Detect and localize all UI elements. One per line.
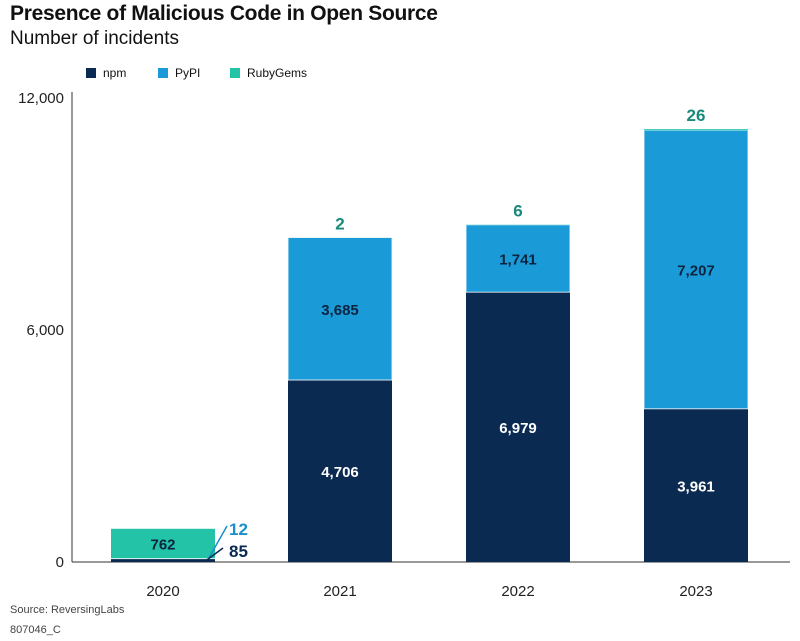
bar-rubygems	[111, 528, 215, 559]
legend-swatch-rubygems	[230, 68, 240, 78]
x-tick-label: 2023	[679, 583, 712, 600]
x-tick-label: 2022	[501, 583, 534, 600]
bar-npm	[466, 292, 570, 562]
legend-label-rubygems: RubyGems	[247, 66, 308, 80]
bar-pypi	[287, 237, 393, 381]
legend-swatch-pypi	[158, 68, 168, 78]
x-tick-label: 2020	[146, 583, 179, 600]
y-tick-label: 12,000	[18, 90, 64, 107]
bar-npm	[111, 558, 215, 562]
data-label-rubygems: 762	[150, 537, 175, 554]
legend-item-npm: npm	[86, 66, 158, 80]
x-tick-label: 2021	[323, 583, 356, 600]
data-label-pypi: 7,207	[677, 263, 715, 280]
source-note: Source: ReversingLabs	[10, 604, 125, 616]
callout-line-npm	[204, 547, 224, 562]
callout-line-pypi	[208, 525, 228, 559]
bar-npm	[288, 380, 392, 562]
data-label-pypi: 1,741	[499, 251, 537, 268]
data-label-npm: 85	[229, 542, 248, 561]
legend-item-rubygems: RubyGems	[230, 66, 330, 80]
bar-npm	[644, 408, 748, 562]
y-tick-label: 0	[56, 554, 64, 571]
data-label-rubygems: 6	[513, 202, 522, 221]
data-label-npm: 3,961	[677, 478, 715, 495]
chart-subtitle: Number of incidents	[10, 28, 179, 49]
data-label-rubygems: 2	[335, 214, 344, 233]
data-label-pypi: 12	[229, 520, 248, 539]
legend-label-pypi: PyPI	[175, 66, 201, 80]
legend-swatch-npm	[86, 68, 96, 78]
figure-code: 807046_C	[10, 624, 61, 636]
chart-legend: npm PyPI RubyGems	[86, 66, 330, 80]
data-label-rubygems: 26	[687, 106, 706, 125]
legend-label-npm: npm	[103, 66, 127, 80]
data-label-npm: 6,979	[499, 420, 537, 437]
chart-title: Presence of Malicious Code in Open Sourc…	[10, 2, 438, 25]
bar-rubygems	[644, 129, 748, 131]
data-label-npm: 4,706	[321, 464, 359, 481]
data-label-pypi: 3,685	[321, 302, 359, 319]
legend-item-pypi: PyPI	[158, 66, 230, 80]
y-tick-label: 6,000	[26, 322, 64, 339]
